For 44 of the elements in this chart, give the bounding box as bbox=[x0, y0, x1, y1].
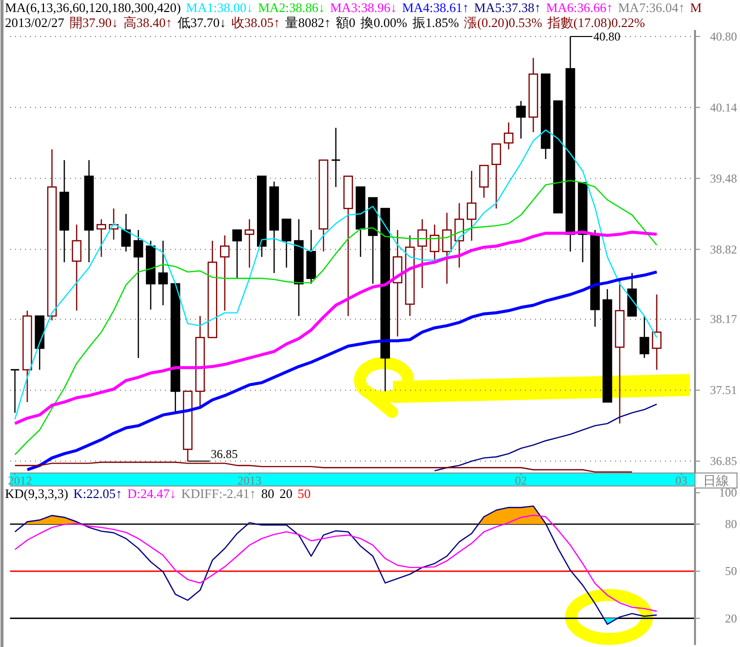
legend-entry: M bbox=[690, 0, 702, 15]
annotation: 量8082↑ bbox=[285, 15, 331, 30]
annotation: 指數(17.08)0.22% bbox=[547, 15, 645, 30]
legend-entry: MA1:38.00↓ bbox=[186, 0, 253, 15]
legend-entry: MA5:37.38↑ bbox=[474, 0, 541, 15]
xtick-label: 2013 bbox=[237, 474, 262, 488]
annotation: 36.85 bbox=[210, 447, 238, 462]
annotation: 20 bbox=[279, 486, 292, 501]
ytick-label: 38.82 bbox=[710, 242, 737, 256]
ytick-label: 37.51 bbox=[710, 383, 737, 398]
annotation: 額0 bbox=[336, 15, 356, 30]
ytick-label: 40.14 bbox=[710, 100, 737, 114]
xtick-label: 03 bbox=[675, 474, 688, 488]
legend-entry: K:22.05↑ bbox=[73, 486, 122, 501]
title: KD(9,3,3,3) bbox=[5, 486, 68, 501]
annotation: 換0.00% bbox=[360, 15, 408, 30]
legend-entry: MA3:38.96↓ bbox=[330, 0, 397, 15]
ytick-label: 39.48 bbox=[710, 171, 737, 186]
ytick-label: 80 bbox=[725, 517, 737, 532]
ytick-label: 36.85 bbox=[710, 454, 737, 468]
annotation: 漲(0.20)0.53% bbox=[464, 15, 542, 30]
legend-entry: MA6:36.66↑ bbox=[546, 0, 613, 15]
annotation: 2013/02/27 bbox=[5, 15, 64, 30]
legend-entry: MA4:38.61↑ bbox=[402, 0, 469, 15]
legend-entry: MA7:36.04↑ bbox=[618, 0, 685, 15]
legend-entry: D:24.47↓ bbox=[127, 486, 176, 501]
annotation: 振1.85% bbox=[412, 15, 460, 30]
annotation: KDIFF:-2.41↑ bbox=[181, 486, 256, 501]
annotation: 高38.40↑ bbox=[123, 15, 172, 30]
xtick-label: 02 bbox=[514, 474, 527, 488]
title: MA(6,13,36,60,120,180,300,420) bbox=[5, 0, 181, 15]
ytick-label: 100 bbox=[719, 486, 737, 500]
ytick-label: 38.17 bbox=[710, 312, 737, 326]
annotation: 80 bbox=[261, 486, 274, 501]
annotation: 開37.90↓ bbox=[69, 15, 118, 30]
annotation: 收38.05↑ bbox=[231, 15, 280, 30]
annotation: 40.80 bbox=[593, 29, 620, 44]
ytick-label: 40.80 bbox=[710, 29, 737, 44]
annotation: 50 bbox=[298, 486, 311, 501]
annotation: 低37.70↓ bbox=[177, 15, 226, 30]
xlabel: 日線 bbox=[703, 473, 729, 488]
ytick-label: 20 bbox=[725, 611, 737, 626]
ytick-label: 50 bbox=[725, 564, 737, 578]
legend-entry: MA2:38.86↓ bbox=[258, 0, 325, 15]
